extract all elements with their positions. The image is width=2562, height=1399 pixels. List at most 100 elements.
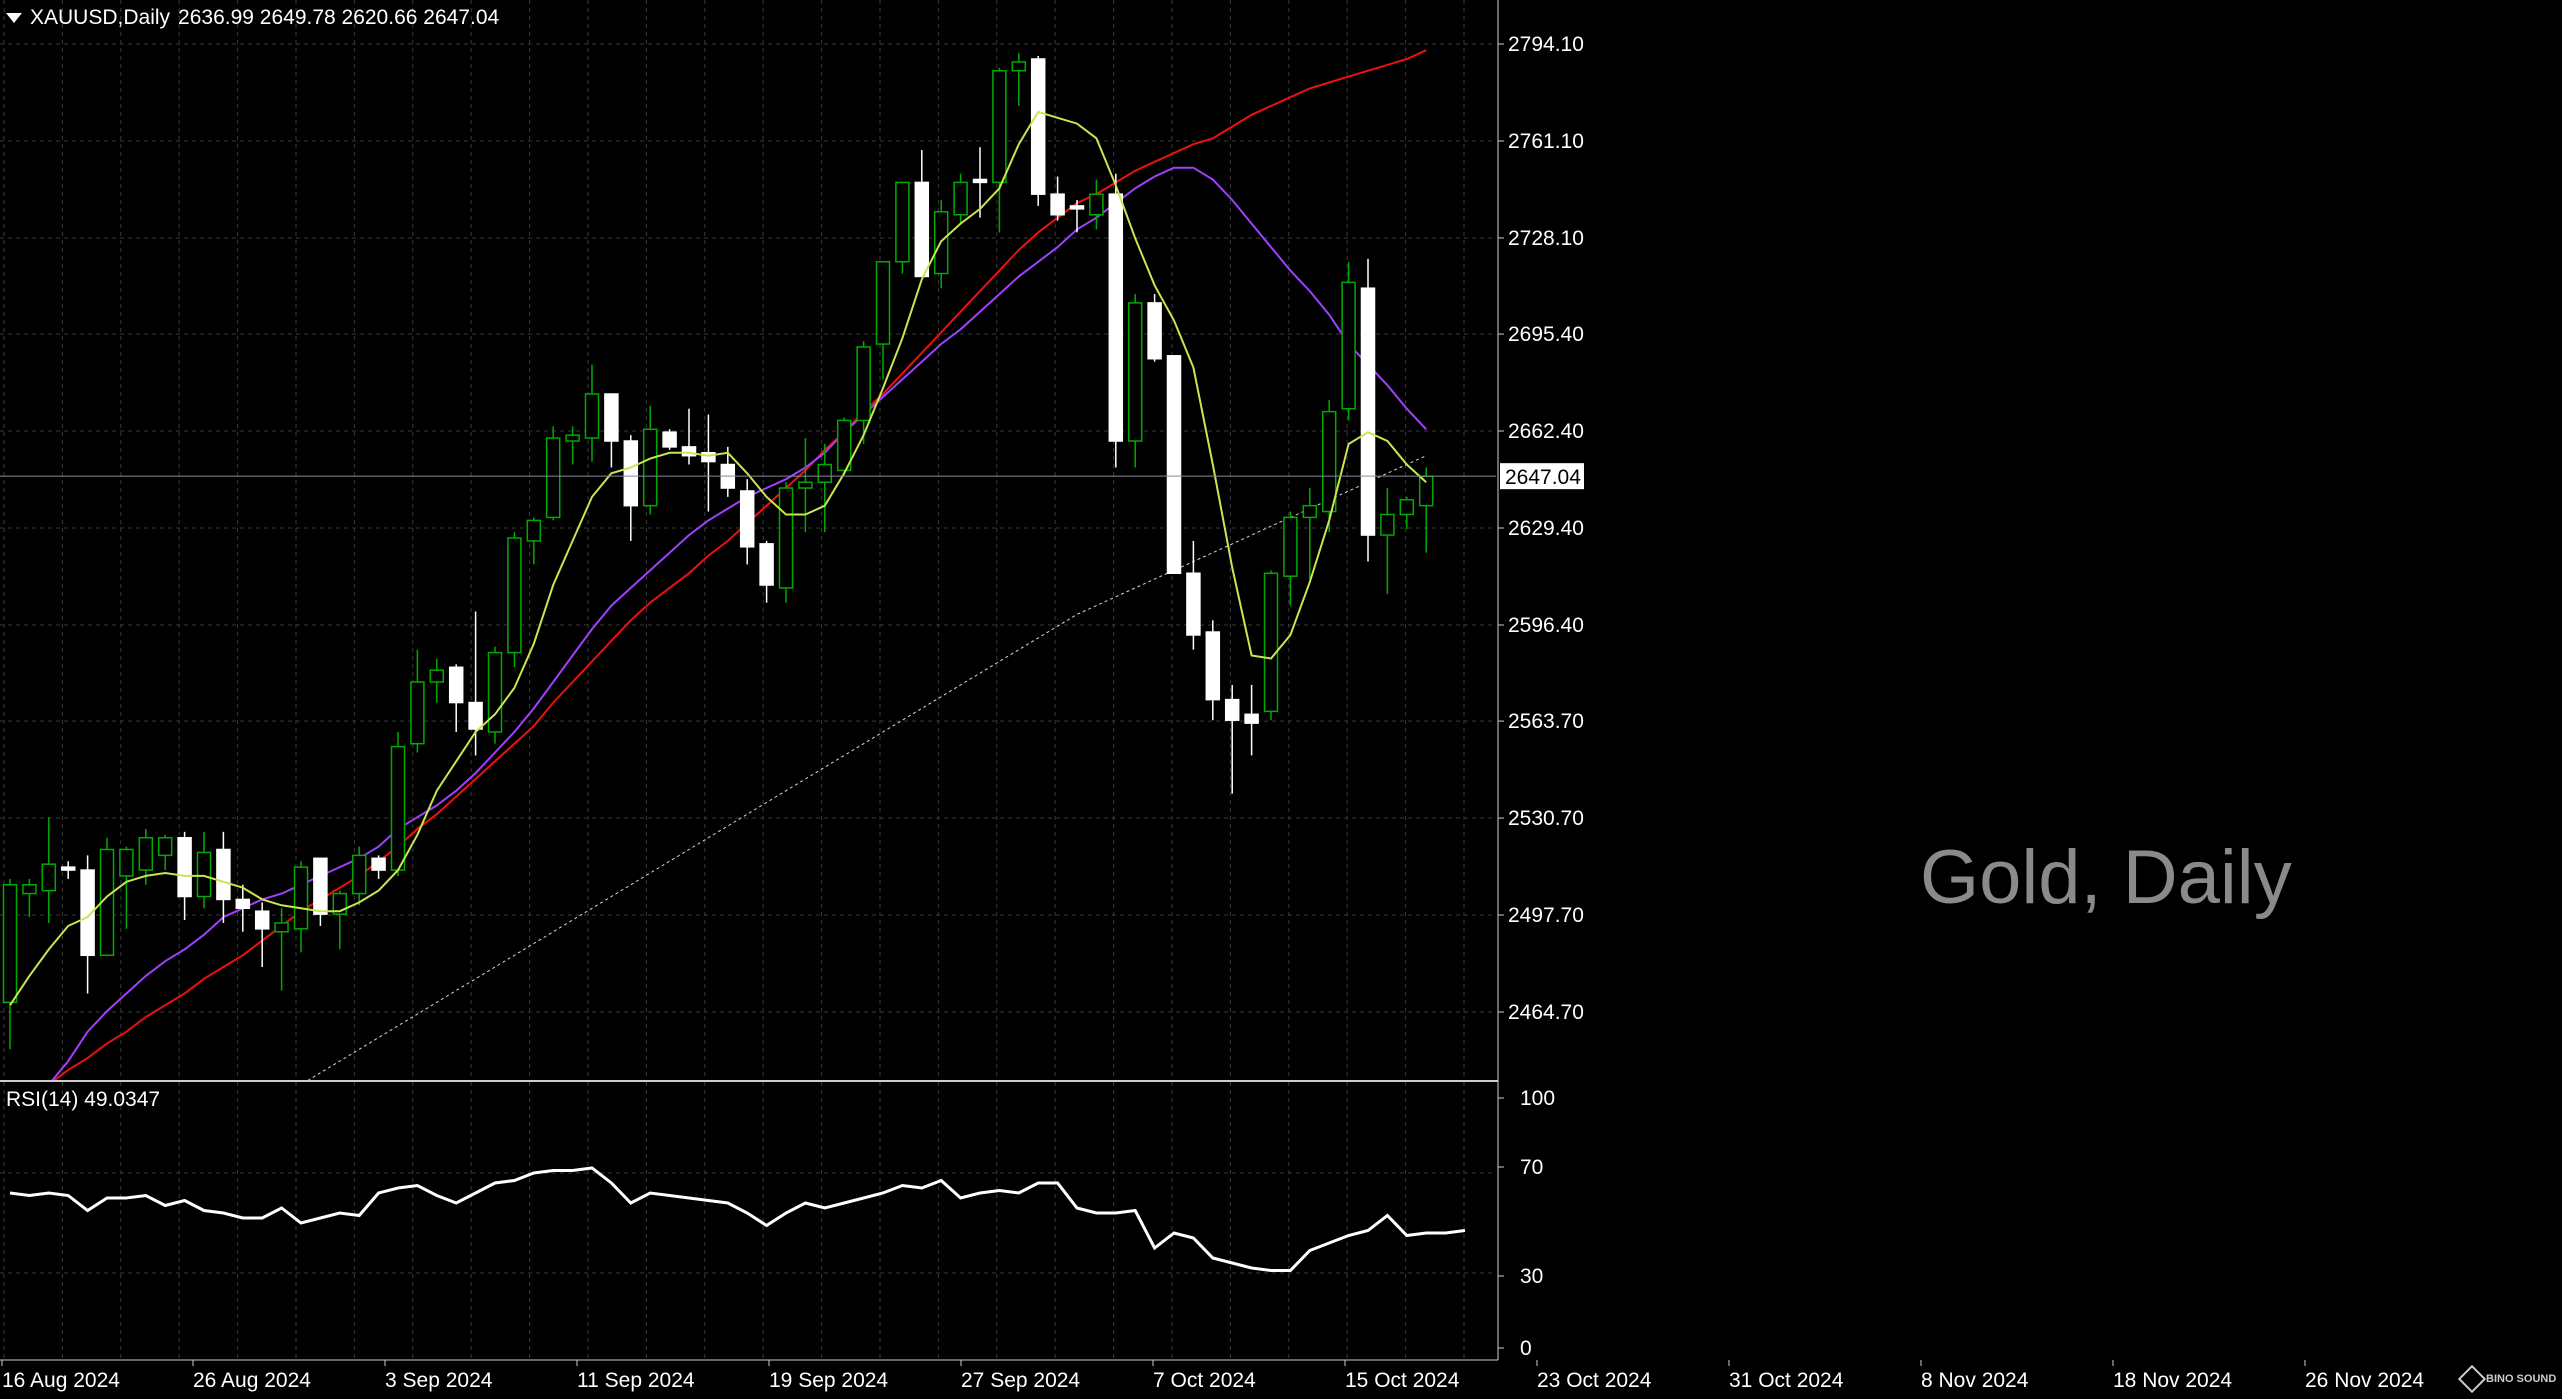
candle <box>526 517 542 565</box>
candle-body <box>80 869 95 957</box>
candle <box>1283 511 1298 606</box>
candle <box>293 861 309 953</box>
candle <box>351 846 367 906</box>
candle <box>1263 570 1279 721</box>
rsi-tick-label: 0 <box>1520 1337 1532 1360</box>
candle <box>739 479 755 565</box>
candles <box>2 53 1434 1050</box>
candle-body <box>1263 572 1279 713</box>
candle-body <box>604 393 619 442</box>
candle-body <box>351 854 367 895</box>
candle <box>1321 399 1337 533</box>
candle-body <box>623 440 639 507</box>
candle-body <box>856 346 871 422</box>
current-price-box <box>1500 463 1584 490</box>
candle-body <box>157 836 173 857</box>
candle <box>1127 294 1143 468</box>
candle <box>1341 261 1356 421</box>
ma-slow-line <box>53 49 1427 1080</box>
price-tick-label: 2596.40 <box>1508 614 1584 637</box>
price-tick-label: 2695.40 <box>1508 323 1584 346</box>
candle <box>953 173 968 224</box>
candle <box>875 261 891 380</box>
candle <box>1244 684 1259 756</box>
candle <box>274 908 289 991</box>
collapse-triangle-icon[interactable] <box>6 13 22 23</box>
price-tick-label: 2629.40 <box>1508 517 1584 540</box>
date-tick-label: 15 Oct 2024 <box>1345 1369 1460 1392</box>
chart-watermark: Gold, Daily <box>1920 835 2292 920</box>
candle <box>313 857 328 926</box>
candle <box>216 831 231 923</box>
candle <box>933 200 949 289</box>
candle <box>41 817 57 923</box>
date-tick-label: 27 Sep 2024 <box>961 1369 1080 1392</box>
candle <box>1418 467 1434 553</box>
price-tick-label: 2794.10 <box>1508 33 1584 56</box>
candle <box>1399 496 1415 530</box>
candle <box>836 417 852 474</box>
candle <box>701 414 716 512</box>
date-tick-label: 26 Nov 2024 <box>2305 1369 2424 1392</box>
candle-body <box>254 910 270 930</box>
candle-body <box>836 419 852 472</box>
rsi-tick-label: 30 <box>1520 1265 1543 1288</box>
candle <box>681 408 697 465</box>
candle <box>1011 53 1027 107</box>
candle-body <box>487 651 503 733</box>
candle <box>119 846 134 929</box>
candle-body <box>1030 58 1046 195</box>
candle-body <box>526 519 542 542</box>
candle-body <box>1341 281 1356 410</box>
chart-header: XAUUSD,Daily 2636.99 2649.78 2620.66 264… <box>6 6 499 30</box>
candle-body <box>992 69 1007 184</box>
candle-body <box>895 181 910 263</box>
candle <box>507 532 522 668</box>
candle <box>1302 488 1318 580</box>
candle-body <box>60 866 76 871</box>
candle-body <box>1108 193 1124 442</box>
candle-body <box>1089 193 1104 216</box>
rsi-line <box>9 1166 1466 1272</box>
candle-body <box>22 884 37 895</box>
candle-body <box>177 836 192 898</box>
rsi-tick-label: 70 <box>1520 1156 1543 1179</box>
candle <box>80 855 95 994</box>
candle-body <box>138 836 154 871</box>
candle <box>623 435 639 541</box>
candle-body <box>662 431 677 448</box>
candle-body <box>119 848 134 877</box>
candle <box>157 834 173 871</box>
candle-body <box>1418 475 1434 507</box>
candle <box>1166 355 1182 575</box>
candle-body <box>448 666 464 704</box>
candle-body <box>41 863 57 892</box>
candle-body <box>274 922 289 933</box>
date-tick-label: 31 Oct 2024 <box>1729 1369 1844 1392</box>
candle-body <box>293 866 309 930</box>
candle-body <box>1147 302 1162 360</box>
date-tick-label: 19 Sep 2024 <box>769 1369 888 1392</box>
candle-body <box>545 437 561 519</box>
current-price-label: 2647.04 <box>1505 466 1581 489</box>
brand-logo: BINO SOUND <box>2457 1364 2556 1394</box>
candle <box>448 664 464 732</box>
candle-body <box>1244 713 1259 724</box>
rsi-tick-label: 100 <box>1520 1087 1555 1110</box>
candle-body <box>1166 355 1182 575</box>
candle-body <box>565 434 580 442</box>
candle <box>817 443 833 533</box>
date-tick-label: 3 Sep 2024 <box>385 1369 493 1392</box>
grid <box>0 0 1496 1358</box>
candle-body <box>235 898 251 910</box>
candle-body <box>429 669 445 683</box>
candle-body <box>196 851 212 898</box>
candle <box>177 831 192 921</box>
candle-body <box>1050 193 1065 216</box>
price-tick-label: 2497.70 <box>1508 904 1584 927</box>
candle <box>1050 176 1065 221</box>
candle-body <box>390 745 406 871</box>
date-tick-label: 18 Nov 2024 <box>2113 1369 2232 1392</box>
candle <box>992 67 1007 233</box>
candle <box>371 855 386 879</box>
